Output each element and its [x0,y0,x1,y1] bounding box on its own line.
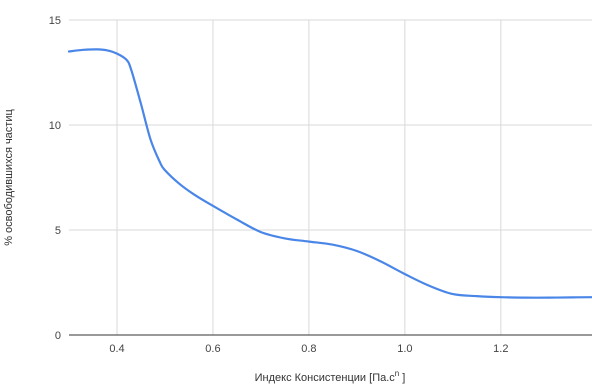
y-tick-label: 0 [55,330,61,342]
x-tick-label: 1.2 [493,343,508,355]
x-axis-title-superscript: n [395,369,399,378]
x-tick-label: 0.6 [205,343,220,355]
y-tick-label: 10 [49,120,61,132]
y-tick-label: 5 [55,225,61,237]
x-axis-title-main: Индекс Консистенции [Па.с [255,372,396,384]
x-axis-title: Индекс Консистенции [Па.сn ] [255,369,406,384]
series-lines [67,48,592,299]
x-tick-label: 0.8 [301,343,316,355]
series-line [67,48,592,299]
y-tick-label: 15 [49,15,61,27]
tick-labels: 0 5 10 15 0.4 0.6 0.8 1.0 1.2 [49,15,509,355]
x-axis-title-suffix: ] [399,372,405,384]
y-axis-title: % освободившихся частиц [3,109,15,246]
x-tick-label: 1.0 [397,343,412,355]
x-tick-label: 0.4 [109,343,124,355]
grid-lines [69,19,592,335]
